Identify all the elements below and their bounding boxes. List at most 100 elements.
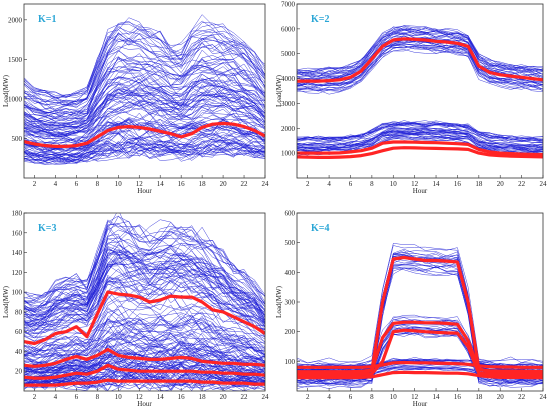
chart-panel-3: 2 4 6 8 10 12 14 16 18 20 22 2420406080100120140160… — [2, 210, 269, 407]
load-profile-line — [24, 323, 265, 364]
plot-frame — [296, 3, 544, 179]
load-profile-line — [24, 311, 265, 356]
load-profile-line — [24, 22, 265, 96]
load-profile-line — [24, 275, 265, 330]
load-profile-line — [297, 130, 543, 150]
x-tick-label: 12 — [136, 393, 144, 401]
y-tick-label: 100 — [285, 358, 296, 366]
x-tick-label: 8 — [96, 393, 100, 401]
load-profile-line — [24, 38, 265, 110]
load-profile-line — [24, 253, 265, 325]
load-profile-line — [24, 215, 265, 304]
x-tick-label: 20 — [497, 180, 505, 188]
y-tick-label: 4000 — [281, 75, 296, 83]
load-profile-line — [297, 132, 543, 152]
load-profile-line — [297, 121, 543, 141]
cluster-center-line-4 — [297, 360, 543, 369]
load-profile-line — [24, 316, 265, 358]
y-tick-label: 160 — [12, 229, 23, 237]
y-tick-label: 200 — [285, 328, 296, 336]
x-tick-label: 22 — [518, 393, 526, 401]
x-tick-label: 24 — [540, 180, 548, 188]
load-profile-line — [297, 120, 543, 140]
x-tick-label: 8 — [370, 393, 374, 401]
x-tick-label: 12 — [411, 180, 419, 188]
load-profile-line — [297, 127, 543, 145]
cluster-center-line-2 — [297, 140, 543, 157]
cluster-center-line-3 — [297, 146, 543, 159]
cluster-center-line-1 — [24, 290, 265, 346]
load-profile-line — [24, 213, 265, 299]
load-profile-line — [297, 254, 543, 377]
load-profile-line — [24, 139, 265, 162]
x-tick-label: 10 — [115, 393, 123, 401]
x-tick-label: 6 — [349, 393, 353, 401]
plot-area — [297, 25, 543, 159]
x-axis-label: Hour — [137, 400, 152, 407]
load-profile-line — [24, 85, 265, 129]
load-profile-line — [24, 304, 265, 350]
y-tick-label: 400 — [285, 269, 296, 277]
load-profile-line — [297, 253, 543, 374]
y-axis-label: Load(MW) — [275, 285, 283, 318]
x-tick-label: 14 — [433, 180, 441, 188]
x-tick-label: 10 — [390, 180, 398, 188]
load-profile-line — [24, 254, 265, 326]
load-profile-line — [24, 134, 265, 158]
load-profile-line — [24, 259, 265, 325]
load-profile-line — [297, 129, 543, 149]
x-tick-label: 22 — [518, 180, 526, 188]
x-tick-label: 14 — [433, 393, 441, 401]
load-profile-line — [24, 56, 265, 118]
load-profile-line — [297, 45, 543, 92]
load-profile-line — [24, 321, 265, 358]
y-tick-label: 20 — [15, 368, 23, 376]
cluster-label: K=4 — [311, 223, 329, 234]
y-tick-label: 500 — [12, 135, 23, 143]
load-profile-line — [24, 101, 265, 139]
load-profile-line — [24, 236, 265, 312]
y-tick-label: 2000 — [281, 125, 296, 133]
x-tick-label: 18 — [199, 180, 207, 188]
y-axis-label: Load(MW) — [2, 285, 10, 318]
load-profile-line — [297, 127, 543, 148]
load-profile-line — [24, 43, 265, 110]
x-tick-label: 10 — [115, 180, 123, 188]
load-profile-line — [24, 53, 265, 115]
load-profile-line — [24, 268, 265, 327]
x-tick-label: 20 — [220, 180, 228, 188]
load-profile-line — [24, 318, 265, 355]
load-profile-line — [24, 71, 265, 122]
load-profile-line — [24, 327, 265, 363]
plot-frame — [23, 212, 266, 392]
load-profile-line — [24, 130, 265, 157]
chart-panel-1: 2 4 6 8 10 12 14 16 18 20 22 24500100015002000HourL… — [2, 3, 269, 195]
load-profile-line — [24, 92, 265, 135]
cluster-center-line-1 — [297, 37, 543, 83]
load-profile-line — [24, 250, 265, 320]
x-axis-label: Hour — [413, 400, 428, 407]
x-tick-label: 4 — [54, 393, 58, 401]
load-profile-line — [24, 269, 265, 332]
load-profile-line — [24, 141, 265, 164]
load-profile-line — [297, 254, 543, 375]
cluster-label: K=2 — [311, 14, 329, 25]
load-profile-line — [297, 28, 543, 75]
x-tick-label: 14 — [157, 393, 165, 401]
load-profile-line — [24, 245, 265, 317]
load-profile-line — [24, 277, 265, 332]
load-profile-line — [297, 243, 543, 364]
load-profile-line — [24, 109, 265, 145]
x-tick-label: 10 — [390, 393, 398, 401]
x-tick-label: 4 — [327, 180, 331, 188]
load-profile-line — [297, 253, 543, 374]
x-tick-label: 16 — [454, 180, 462, 188]
cluster-center-line-3 — [24, 363, 265, 380]
load-profile-line — [24, 81, 265, 127]
load-profile-line — [24, 23, 265, 100]
x-tick-label: 18 — [199, 393, 207, 401]
x-tick-label: 16 — [178, 180, 186, 188]
load-profile-line — [297, 331, 543, 385]
load-profile-line — [24, 55, 265, 114]
load-profile-line — [24, 127, 265, 154]
